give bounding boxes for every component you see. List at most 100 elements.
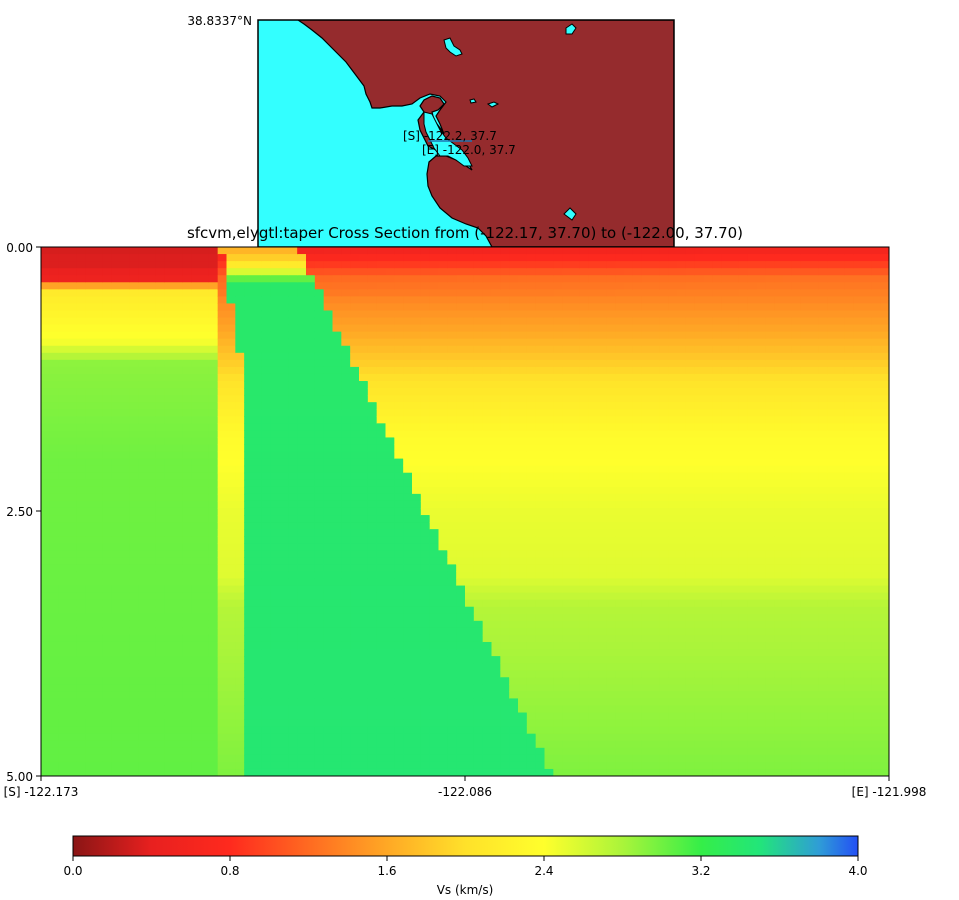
heatmap-cell: [94, 719, 104, 728]
heatmap-cell: [323, 409, 334, 417]
heatmap-cell: [67, 486, 77, 495]
heatmap-cell: [482, 564, 493, 573]
heatmap-cell: [102, 705, 113, 714]
heatmap-cell: [367, 317, 378, 326]
heatmap-cell: [341, 606, 351, 615]
heatmap-cell: [138, 649, 148, 657]
heatmap-cell: [182, 557, 192, 565]
heatmap-cell: [76, 444, 86, 453]
heatmap-cell: [403, 395, 413, 403]
heatmap-cell: [120, 472, 130, 481]
heatmap-cell: [261, 416, 272, 424]
heatmap-cell: [526, 578, 537, 587]
heatmap-cell: [261, 493, 272, 502]
heatmap-cell: [500, 740, 510, 749]
heatmap-cell: [164, 373, 175, 382]
heatmap-cell: [173, 395, 183, 403]
heatmap-cell: [111, 430, 122, 439]
heatmap-cell: [200, 359, 210, 368]
heatmap-cell: [226, 331, 236, 340]
heatmap-cell: [270, 437, 281, 446]
heatmap-cell: [482, 677, 493, 685]
heatmap-cell: [58, 768, 69, 776]
heatmap-cell: [341, 599, 351, 608]
heatmap-cell: [253, 754, 263, 763]
heatmap-cell: [200, 479, 210, 488]
heatmap-cell: [332, 684, 342, 692]
heatmap-cell: [138, 261, 148, 269]
heatmap-cell: [58, 698, 69, 707]
heatmap-cell: [553, 388, 563, 396]
heatmap-cell: [120, 529, 130, 537]
heatmap-cell: [367, 712, 378, 721]
heatmap-cell: [359, 500, 369, 509]
heatmap-cell: [412, 585, 422, 594]
heatmap-cell: [376, 733, 387, 742]
heatmap-cell: [341, 331, 351, 340]
heatmap-cell: [597, 564, 607, 573]
heatmap-cell: [465, 705, 475, 714]
heatmap-cell: [615, 698, 625, 707]
heatmap-cell: [332, 395, 342, 403]
heatmap-cell: [102, 592, 113, 601]
heatmap-cell: [571, 571, 581, 580]
heatmap-cell: [350, 564, 360, 573]
heatmap-cell: [341, 522, 351, 530]
heatmap-cell: [447, 430, 457, 439]
heatmap-cell: [588, 712, 599, 721]
heatmap-cell: [208, 486, 219, 495]
heatmap-cell: [102, 493, 113, 502]
heatmap-cell: [509, 493, 519, 502]
heatmap-cell: [376, 754, 387, 763]
heatmap-cell: [306, 557, 316, 565]
heatmap-cell: [138, 373, 148, 382]
heatmap-cell: [571, 282, 581, 290]
heatmap-cell: [491, 366, 501, 375]
heatmap-cell: [367, 705, 378, 714]
heatmap-cell: [526, 416, 537, 424]
heatmap-cell: [120, 691, 130, 700]
heatmap-cell: [526, 585, 537, 594]
heatmap-cell: [270, 247, 281, 255]
heatmap-cell: [279, 599, 289, 608]
heatmap-cell: [182, 247, 192, 255]
heatmap-cell: [447, 620, 457, 629]
heatmap-cell: [155, 768, 166, 776]
heatmap-cell: [253, 627, 263, 636]
heatmap-cell: [155, 564, 166, 573]
heatmap-cell: [332, 747, 342, 756]
heatmap-cell: [403, 317, 413, 326]
heatmap-cell: [279, 458, 289, 467]
heatmap-cell: [606, 465, 616, 474]
heatmap-cell: [350, 472, 360, 481]
heatmap-cell: [297, 599, 307, 608]
heatmap-cell: [376, 606, 387, 615]
heatmap-cell: [217, 733, 228, 742]
heatmap-cell: [412, 670, 422, 678]
heatmap-cell: [456, 472, 466, 481]
heatmap-cell: [314, 684, 325, 692]
heatmap-cell: [85, 705, 95, 714]
heatmap-cell: [306, 733, 316, 742]
heatmap-cell: [138, 705, 148, 714]
heatmap-cell: [341, 761, 351, 770]
heatmap-cell: [350, 719, 360, 728]
heatmap-cell: [279, 578, 289, 587]
heatmap-cell: [208, 268, 219, 276]
heatmap-cell: [394, 402, 404, 410]
heatmap-cell: [155, 388, 166, 396]
heatmap-cell: [571, 613, 581, 622]
heatmap-cell: [102, 543, 113, 551]
heatmap-cell: [571, 472, 581, 481]
heatmap-cell: [164, 578, 175, 587]
heatmap-cell: [76, 733, 86, 742]
heatmap-cell: [297, 536, 307, 544]
heatmap-cell: [297, 641, 307, 650]
heatmap-cell: [67, 564, 77, 573]
heatmap-cell: [261, 515, 272, 523]
heatmap-cell: [341, 515, 351, 523]
heatmap-cell: [420, 486, 431, 495]
heatmap-cell: [385, 430, 395, 439]
heatmap-cell: [279, 437, 289, 446]
heatmap-cell: [306, 585, 316, 594]
